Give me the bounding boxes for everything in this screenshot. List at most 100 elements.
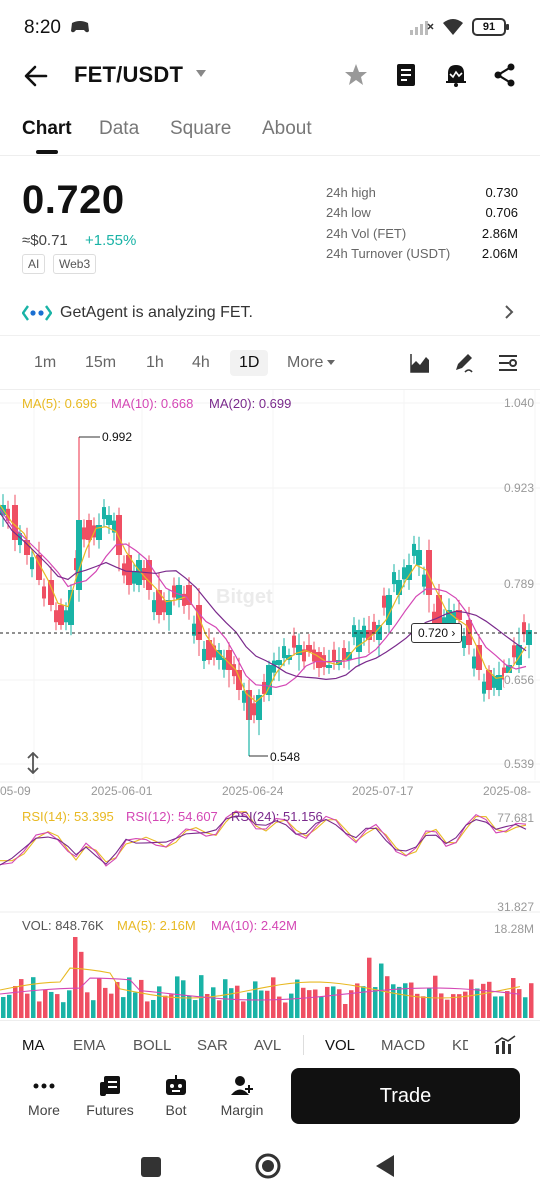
x-axis-label: 05-09 (0, 784, 31, 798)
bot-action[interactable]: Bot (146, 1068, 206, 1118)
ma5-legend: MA(5): 0.696 (22, 396, 98, 411)
back-nav-icon[interactable] (374, 1154, 396, 1178)
draw-icon[interactable] (452, 352, 474, 374)
indicator-kd[interactable]: KD (452, 1037, 468, 1054)
tf-1d[interactable]: 1D (230, 350, 269, 376)
home-icon[interactable] (254, 1152, 282, 1180)
getagent-banner[interactable]: GetAgent is analyzing FET. (0, 290, 540, 336)
futures-action[interactable]: Futures (80, 1068, 140, 1118)
indicator-avl[interactable]: AVL (254, 1037, 282, 1054)
candle-body (42, 586, 46, 599)
tab-data[interactable]: Data (99, 118, 140, 139)
candle-body (86, 520, 92, 540)
usd-value: ≈$0.71 (22, 232, 68, 249)
volume-bar (163, 995, 168, 1018)
candle-body (266, 665, 272, 695)
more-action[interactable]: More (14, 1068, 74, 1118)
expand-icon[interactable] (24, 752, 42, 774)
candle-body (232, 664, 236, 677)
volume-bar (205, 993, 210, 1018)
volume-bar (169, 994, 174, 1018)
candle-body (312, 649, 316, 662)
last-price-tag-value: 0.720 (418, 626, 449, 640)
trade-button[interactable]: Trade (291, 1068, 520, 1124)
candle-body (302, 649, 306, 662)
indicator-macd[interactable]: MACD (381, 1037, 426, 1054)
chevron-down-icon (327, 360, 336, 366)
candle-body (392, 572, 396, 585)
candle-body (116, 515, 122, 555)
indicator-ema[interactable]: EMA (73, 1037, 106, 1054)
candle-body (476, 645, 482, 670)
pair-title[interactable]: FET/USDT (74, 62, 184, 87)
indicator-sar[interactable]: SAR (197, 1037, 228, 1054)
volume-bar (475, 988, 480, 1018)
volume-bar (355, 983, 360, 1018)
volume-bar (13, 986, 18, 1018)
vol-ma5-line (0, 967, 521, 999)
tab-chart[interactable]: Chart (22, 118, 72, 139)
volume-bar (193, 1000, 198, 1018)
stat-value-high: 0.730 (485, 185, 518, 200)
last-price-tag[interactable]: 0.720 › (411, 623, 463, 643)
candle-body (262, 681, 266, 694)
tf-more[interactable]: More (287, 354, 336, 372)
more-dots-icon (33, 1083, 55, 1089)
indicator-divider (303, 1035, 304, 1055)
candle-body (426, 550, 432, 595)
indicator-settings-icon[interactable] (494, 1035, 516, 1055)
tf-4h[interactable]: 4h (192, 354, 210, 371)
candle-body (24, 540, 30, 555)
ma5-line (0, 504, 527, 703)
chevron-right-icon[interactable] (504, 305, 514, 319)
volume-bar (517, 989, 522, 1018)
volume-bar (433, 975, 438, 1018)
volume-bar (385, 976, 390, 1018)
volume-bar (73, 936, 78, 1018)
bell-icon[interactable] (443, 62, 469, 88)
candle-body (6, 508, 10, 521)
agent-icon (22, 305, 52, 321)
star-icon[interactable] (343, 62, 369, 88)
volume-bar (187, 995, 192, 1018)
candle-body (96, 525, 102, 540)
candle-body (106, 515, 112, 525)
tf-1h[interactable]: 1h (146, 354, 164, 371)
volume-bar (373, 987, 378, 1018)
chevron-down-icon[interactable] (196, 70, 206, 78)
candle-body (82, 527, 86, 540)
last-price: 0.720 (22, 178, 125, 222)
ma10-legend: MA(10): 0.668 (111, 396, 194, 411)
back-icon[interactable] (22, 62, 50, 90)
chart-type-icon[interactable] (409, 352, 431, 374)
notebook-icon[interactable] (393, 62, 419, 88)
chevron-right-icon: › (451, 626, 456, 640)
tab-about[interactable]: About (262, 118, 312, 139)
tag-web3[interactable]: Web3 (53, 254, 97, 274)
recent-apps-icon[interactable] (140, 1156, 162, 1178)
stat-label-low: 24h low (326, 205, 371, 220)
tab-square[interactable]: Square (170, 118, 232, 139)
share-icon[interactable] (492, 62, 518, 88)
volume-bar (451, 994, 456, 1018)
candle-body (446, 610, 452, 625)
volume-bar (157, 986, 162, 1018)
indicator-tabs: MA EMA BOLL SAR AVL VOL MACD KD (0, 1020, 540, 1068)
candle-body (30, 557, 34, 570)
y-axis-label: 1.040 (503, 396, 534, 410)
kline-chart[interactable] (0, 390, 540, 1020)
indicator-vol[interactable]: VOL (325, 1037, 356, 1054)
indicator-boll[interactable]: BOLL (133, 1037, 172, 1054)
vol-ma5-legend: MA(5): 2.16M (117, 918, 196, 933)
wifi-icon (443, 19, 463, 35)
tag-ai[interactable]: AI (22, 254, 46, 274)
candle-body (382, 595, 386, 608)
candle-body (112, 520, 116, 533)
tf-15m[interactable]: 15m (85, 354, 117, 371)
tf-1m[interactable]: 1m (34, 354, 57, 371)
indicator-ma[interactable]: MA (22, 1037, 45, 1054)
volume-bar (91, 1000, 96, 1018)
settings-icon[interactable] (497, 352, 519, 374)
margin-action[interactable]: Margin (212, 1068, 272, 1118)
candle-body (76, 520, 82, 590)
